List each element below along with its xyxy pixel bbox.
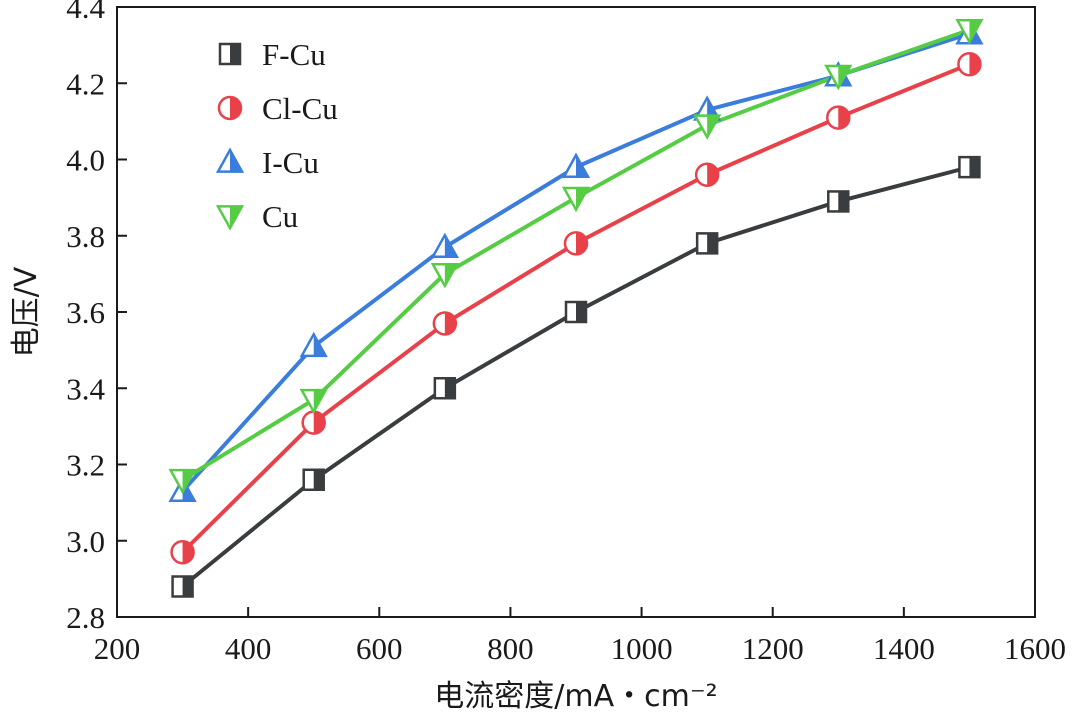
data-point-cu [168, 468, 197, 495]
y-tick-label: 4.2 [66, 66, 105, 101]
data-point-f-cu [171, 575, 194, 598]
data-point-cl-cu [694, 162, 720, 187]
data-point-cl-cu [170, 539, 195, 565]
x-tick-label: 1000 [611, 631, 673, 666]
data-point-cl-cu [432, 311, 458, 336]
x-tick-label: 800 [487, 631, 534, 666]
data-point-cu [693, 114, 722, 140]
x-tick-label: 400 [225, 631, 272, 666]
legend-label: Cu [262, 199, 298, 234]
legend-item-f-cu: F-Cu [218, 37, 326, 72]
data-point-f-cu [564, 300, 588, 324]
legend-item-cu: Cu [215, 199, 298, 234]
y-tick-label: 3.8 [66, 219, 105, 254]
y-tick-label: 2.8 [66, 600, 105, 635]
y-axis-title: 电压/V [9, 266, 44, 357]
legend-marker-cl-cu [217, 95, 243, 121]
series-line-f-cu [181, 165, 970, 589]
legend-label: F-Cu [262, 37, 326, 72]
x-tick-label: 1400 [873, 631, 935, 666]
x-tick-label: 200 [94, 631, 141, 666]
x-tick-label: 1600 [1004, 631, 1066, 666]
data-point-cl-cu [957, 51, 982, 77]
data-point-cl-cu [301, 410, 326, 435]
y-tick-label: 3.4 [66, 371, 105, 406]
legend-item-cl-cu: Cl-Cu [217, 91, 338, 126]
data-point-cu [561, 186, 591, 213]
legend-marker-f-cu [218, 42, 242, 66]
y-tick-label: 3.2 [66, 448, 105, 483]
data-point-i-cu [430, 232, 459, 259]
data-point-f-cu [302, 468, 325, 491]
legend-marker-i-cu [215, 147, 245, 173]
data-point-cu [430, 263, 459, 289]
data-point-f-cu [433, 377, 457, 400]
legend-label: I-Cu [262, 145, 319, 180]
y-tick-label: 3.0 [66, 524, 105, 559]
legend-item-i-cu: I-Cu [215, 145, 319, 180]
data-point-f-cu [827, 190, 850, 213]
data-point-i-cu [561, 152, 591, 178]
x-axis-title: 电流密度/mA・cm⁻² [434, 679, 717, 714]
data-point-i-cu [299, 331, 328, 358]
x-tick-label: 1200 [742, 631, 804, 666]
y-tick-label: 3.6 [66, 295, 105, 330]
data-point-f-cu [695, 232, 719, 255]
data-point-cu [824, 64, 853, 91]
data-point-f-cu [958, 155, 981, 179]
legend-marker-cu [215, 205, 245, 231]
y-tick-label: 4.4 [66, 0, 105, 25]
data-point-cu [299, 388, 328, 415]
y-tick-label: 4.0 [66, 143, 105, 178]
data-point-cl-cu [826, 105, 851, 130]
data-point-cu [955, 19, 984, 45]
data-point-cl-cu [563, 231, 589, 256]
x-tick-label: 600 [356, 631, 403, 666]
legend-label: Cl-Cu [262, 91, 338, 126]
